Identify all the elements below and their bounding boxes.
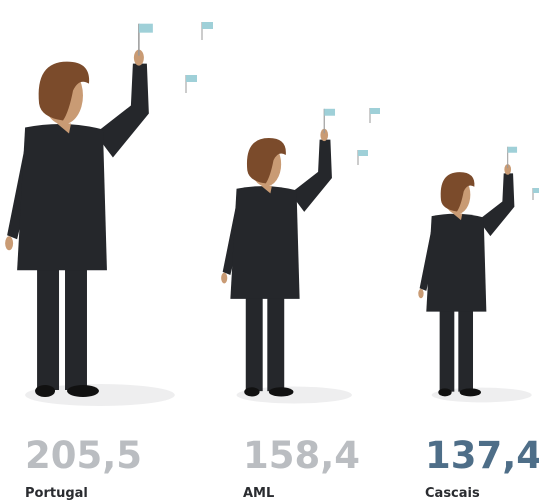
shoe (67, 385, 99, 397)
hair (440, 172, 475, 212)
shoe (268, 387, 294, 397)
flag (324, 108, 336, 116)
neck (452, 213, 463, 221)
decor-flags (185, 22, 539, 200)
torso (17, 123, 107, 271)
shoe (459, 388, 482, 397)
shadow (431, 387, 532, 403)
shadow (25, 384, 175, 406)
shoe (35, 385, 56, 397)
person-figure (418, 146, 532, 403)
person-figure (221, 108, 352, 404)
category-label: AML (243, 486, 274, 501)
hair (38, 61, 90, 121)
leg (245, 294, 263, 392)
arm (290, 139, 332, 212)
leg (267, 294, 285, 392)
leg (458, 308, 474, 392)
arm (94, 63, 149, 158)
hand (133, 49, 144, 66)
neck (57, 123, 72, 134)
hand (5, 236, 14, 251)
neck (261, 185, 272, 194)
shadow (236, 386, 352, 404)
category-label: Cascais (425, 486, 480, 501)
torso (230, 186, 300, 299)
torso (426, 213, 487, 312)
leg (65, 265, 87, 391)
category-label: Portugal (25, 486, 88, 501)
leg (439, 308, 455, 392)
shoe (438, 388, 452, 397)
flag (138, 23, 153, 33)
hand (504, 164, 512, 175)
hair (246, 138, 286, 184)
hand (320, 128, 329, 142)
person-figure (5, 23, 175, 406)
value-label: 137,4 (425, 434, 539, 477)
flag (507, 146, 518, 153)
leg (37, 265, 60, 391)
hand (418, 288, 424, 299)
value-label: 158,4 (243, 434, 360, 477)
shoe (244, 387, 260, 397)
hand (221, 272, 228, 284)
arm (478, 173, 515, 237)
value-label: 205,5 (25, 434, 142, 477)
